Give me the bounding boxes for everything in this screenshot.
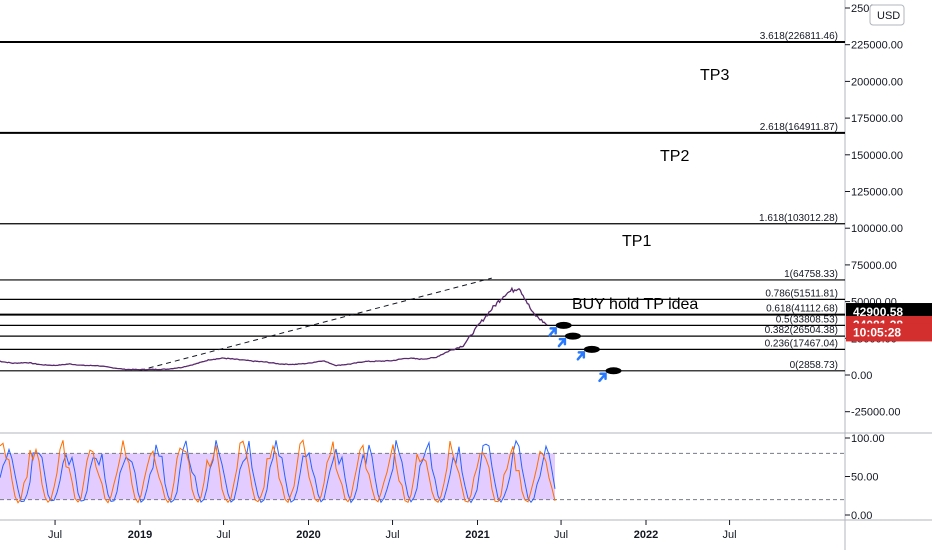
oscillator-k-line	[0, 439, 556, 504]
buy-marker	[555, 321, 572, 329]
buy-arrow-icon	[598, 372, 607, 383]
time-axis-tick-label: 2022	[634, 529, 658, 541]
fib-level-label: 0.618(41112.68)	[766, 304, 838, 315]
buy-arrow-icon	[548, 327, 557, 337]
price-badge-text: 10:05:28	[853, 325, 901, 339]
time-axis-tick-label: Jul	[217, 529, 231, 541]
fib-level-label: 0(2858.73)	[790, 360, 838, 371]
buy-arrow-icon	[557, 337, 567, 348]
buy-arrow-icon	[576, 351, 586, 361]
price-axis-tick-label: 150000.00	[851, 150, 903, 162]
fib-level-label: 0.236(17467.04)	[765, 338, 838, 349]
annotation-text: BUY hold TP idea	[572, 296, 698, 313]
price-series-line	[0, 286, 548, 371]
time-axis-tick-label: Jul	[386, 529, 400, 541]
price-badge-text: 42900.58	[853, 305, 903, 319]
time-axis-tick-label: Jul	[723, 529, 737, 541]
price-axis-tick-label: 200000.00	[851, 76, 903, 88]
price-badge-box	[846, 323, 932, 342]
oscillator-d-line	[0, 439, 556, 504]
fib-level-label: 1.618(103012.28)	[759, 213, 838, 224]
trend-line	[139, 277, 492, 371]
price-axis-tick-label: 175000.00	[851, 113, 903, 125]
time-axis-tick-label: 2020	[296, 529, 320, 541]
time-axis-tick-label: Jul	[48, 529, 62, 541]
fib-level-label: 0.786(51511.81)	[765, 288, 838, 299]
annotation-text: TP2	[660, 148, 689, 165]
price-axis-tick-label: 125000.00	[851, 187, 903, 199]
annotation-text: TP1	[622, 233, 651, 250]
fib-level-label: 1(64758.33)	[784, 269, 838, 280]
fib-level-label: 3.618(226811.46)	[760, 31, 838, 42]
currency-badge-box	[869, 4, 905, 26]
price-axis-tick-label: 0.00	[851, 370, 872, 382]
annotation-text: TP3	[700, 67, 729, 84]
fib-level-label: 0.382(26504.38)	[765, 325, 838, 336]
oscillator-tick-label: 0.00	[851, 510, 872, 522]
oscillator-tick-label: 100.00	[851, 433, 885, 445]
price-axis-tick-label: 100000.00	[851, 223, 903, 235]
buy-marker	[583, 345, 600, 353]
price-axis-tick-label: -25000.00	[851, 407, 901, 419]
price-axis-tick-label: 75000.00	[851, 260, 897, 272]
buy-marker	[564, 332, 581, 340]
time-axis-tick-label: 2019	[128, 529, 152, 541]
currency-badge[interactable]: USD	[869, 4, 905, 26]
fib-level-label: 2.618(164911.87)	[760, 122, 838, 133]
oscillator-tick-label: 50.00	[851, 472, 879, 484]
fib-level-label: 0.5(33808.53)	[776, 314, 838, 325]
buy-marker	[605, 367, 622, 375]
time-axis-tick-label: 2021	[465, 529, 489, 541]
price-badge: 10:05:28	[846, 323, 932, 342]
price-axis-tick-label: 225000.00	[851, 40, 903, 52]
time-axis-tick-label: Jul	[554, 529, 568, 541]
currency-label: USD	[877, 10, 900, 22]
